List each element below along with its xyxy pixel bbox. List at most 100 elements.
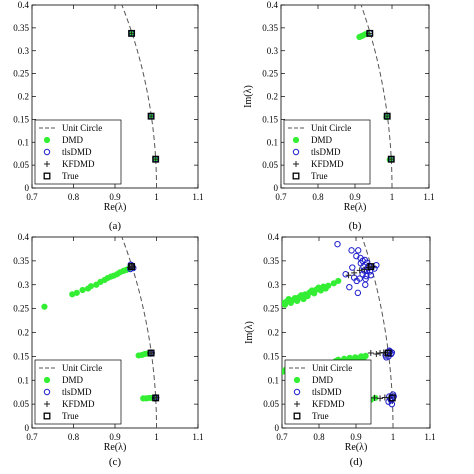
y-axis-label: Im(λ) (244, 321, 255, 344)
y-tick-label: 0.2 (267, 92, 278, 102)
kfdmd-point (367, 350, 374, 357)
y-tick-label: 0.25 (262, 69, 278, 79)
y-tick-label: 0.2 (18, 328, 29, 338)
tlsdmd-point (367, 272, 374, 279)
legend-label: Unit Circle (311, 123, 351, 133)
legend: Unit Circle DMD tlsDMD KFDMD True (34, 359, 122, 425)
x-axis-label: Re(λ) (104, 442, 127, 453)
dmd-point (73, 289, 80, 296)
x-tick-label: 0.9 (350, 432, 362, 442)
panel-label: (b) (349, 220, 362, 232)
series-dmd (41, 265, 157, 402)
dmd-point (325, 282, 332, 289)
true-point (388, 394, 396, 402)
legend-label: True (62, 411, 79, 421)
panel-label: (c) (109, 456, 122, 468)
legend-label: True (62, 171, 79, 181)
y-tick-label: 0.2 (268, 328, 279, 338)
tlsdmd-point (359, 271, 366, 278)
x-tick-label: 0.9 (109, 192, 121, 202)
y-tick-label: 0.05 (263, 399, 279, 409)
legend-label: tlsDMD (62, 387, 92, 397)
true-point (383, 112, 391, 120)
y-tick-label: 0.25 (263, 304, 279, 314)
kfdmd-point (377, 395, 384, 402)
x-axis-label: Re(λ) (104, 202, 127, 213)
y-tick-label: 0.35 (262, 23, 278, 33)
legend: Unit Circle DMD tlsDMD KFDMD True (284, 359, 372, 425)
y-tick-label: 0 (25, 423, 30, 433)
legend: Unit Circle DMD tlsDMD KFDMD True (283, 119, 371, 185)
dmd-point (43, 376, 51, 384)
legend-label: Unit Circle (62, 363, 102, 373)
y-tick-label: 0.15 (262, 114, 278, 124)
tlsdmd-point (334, 240, 341, 248)
true-point (387, 155, 395, 163)
y-tick-label: 0.3 (18, 280, 30, 290)
series-kfdmd (366, 30, 395, 163)
panel-c: 0.7 0.8 0.9 1 1.1 0 0.05 0.1 0.15 0.2 0.25 0.3 0.35 0… (13, 232, 203, 468)
legend-label: KFDMD (62, 159, 95, 169)
y-tick-label: 0.3 (268, 280, 280, 290)
legend-label: DMD (62, 135, 84, 145)
legend-label: tlsDMD (311, 147, 341, 157)
y-tick-label: 0.4 (18, 232, 30, 242)
series-true (367, 263, 396, 402)
x-tick-label: 0.7 (26, 192, 38, 202)
legend-label: tlsDMD (312, 387, 342, 397)
x-tick-label: 1.1 (423, 192, 434, 202)
x-tick-label: 1 (391, 432, 396, 442)
legend-label: KFDMD (312, 399, 345, 409)
kfdmd-point (148, 113, 155, 120)
y-tick-label: 0.35 (13, 256, 29, 266)
dmd-point (41, 303, 48, 310)
y-tick-label: 0.25 (13, 69, 29, 79)
true-point (128, 263, 136, 271)
x-tick-label: 0.7 (26, 432, 38, 442)
true-point (367, 263, 375, 271)
tlsdmd-point (362, 281, 369, 288)
legend-label: DMD (311, 135, 333, 145)
y-tick-label: 0.05 (262, 160, 278, 170)
kfdmd-point (345, 272, 352, 279)
legend: Unit Circle DMD tlsDMD KFDMD True (34, 119, 122, 185)
y-axis-label: Im(λ) (243, 85, 254, 108)
tlsdmd-point (293, 388, 301, 396)
x-tick-label: 0.8 (68, 192, 80, 202)
y-tick-label: 0.05 (13, 160, 29, 170)
y-tick-label: 0.1 (18, 137, 29, 147)
kfdmd-point (294, 401, 300, 407)
x-tick-label: 1 (154, 432, 159, 442)
y-tick-label: 0.1 (18, 375, 29, 385)
kfdmd-point (373, 350, 380, 357)
y-tick-label: 0.15 (13, 351, 29, 361)
tlsdmd-point (43, 148, 51, 156)
legend-label: tlsDMD (62, 147, 92, 157)
legend-label: True (311, 171, 328, 181)
y-tick-label: 0.15 (13, 114, 29, 124)
kfdmd-point (384, 113, 391, 120)
legend-label: DMD (312, 375, 334, 385)
y-tick-label: 0 (274, 183, 279, 193)
y-tick-label: 0 (25, 183, 30, 193)
legend-label: KFDMD (62, 399, 95, 409)
true-point (43, 412, 51, 420)
x-tick-label: 0.7 (275, 192, 287, 202)
panel-label: (a) (109, 220, 122, 232)
kfdmd-point (293, 161, 299, 167)
tlsdmd-point (355, 247, 362, 254)
true-point (384, 349, 392, 357)
panel-label: (d) (350, 456, 363, 468)
tlsdmd-point (348, 247, 355, 254)
tlsdmd-point (349, 264, 356, 271)
true-point (152, 394, 160, 402)
panel-a: 0.7 0.8 0.9 1 1.1 0 0.05 0.1 0.15 0.2 0.25 0.3 0.35 0… (13, 0, 203, 232)
true-point (152, 155, 160, 163)
true-point (43, 172, 51, 180)
y-tick-label: 0.4 (267, 0, 279, 10)
tlsdmd-point (292, 148, 300, 156)
tlsdmd-point (346, 283, 353, 291)
x-axis-label: Re(λ) (344, 202, 367, 213)
x-axis-label: Re(λ) (345, 442, 368, 453)
